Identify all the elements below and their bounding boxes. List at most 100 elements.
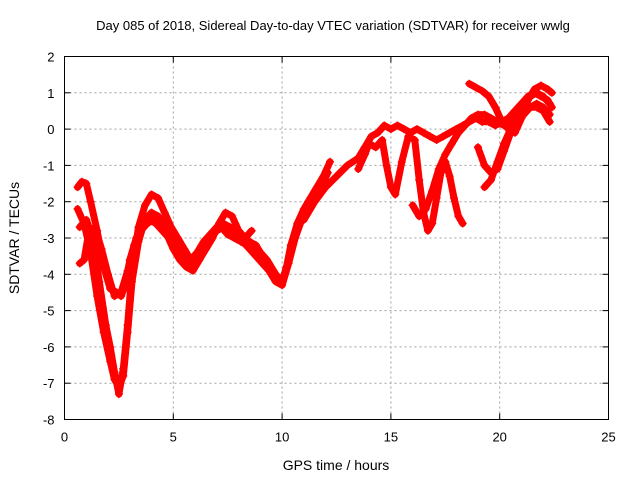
- data-point-marker: [426, 132, 435, 141]
- data-point-marker: [323, 168, 332, 177]
- data-point-marker: [123, 266, 132, 275]
- series-track-4: [75, 208, 256, 301]
- data-point-marker: [373, 128, 382, 137]
- data-point-marker: [432, 194, 441, 203]
- data-point-marker: [188, 266, 197, 275]
- data-point-marker: [545, 99, 554, 108]
- data-point-marker: [247, 226, 256, 235]
- data-point-marker: [123, 321, 132, 330]
- data-point-marker: [343, 161, 352, 170]
- data-point-marker: [208, 234, 217, 242]
- data-point-marker: [471, 83, 480, 92]
- data-point-marker: [75, 223, 84, 232]
- data-point-marker: [167, 223, 176, 232]
- data-point-marker: [310, 197, 319, 206]
- data-point-marker: [173, 234, 182, 242]
- axis-ticks: 0 5 10 15 20 25 -8 -7 -6 -5 -4 -3 -2 -1 0 1 2: [43, 50, 616, 445]
- data-point-marker: [539, 103, 548, 112]
- y-tick-label: 2: [47, 50, 54, 65]
- data-point-marker: [95, 277, 104, 286]
- series-track-9: [473, 88, 554, 177]
- data-point-marker: [445, 172, 454, 181]
- data-point-marker: [410, 135, 419, 144]
- data-point-marker: [486, 175, 495, 184]
- data-point-marker: [432, 135, 441, 144]
- series-line: [74, 169, 332, 391]
- data-point-marker: [106, 342, 115, 351]
- data-point-marker: [419, 128, 428, 137]
- data-point-marker: [428, 219, 437, 228]
- data-point-marker: [506, 125, 515, 134]
- y-tick-label: -5: [43, 304, 55, 319]
- data-point-marker: [460, 121, 469, 130]
- data-point-marker: [386, 125, 395, 134]
- data-point-marker: [214, 219, 223, 228]
- x-tick-label: 15: [384, 430, 398, 445]
- data-point-marker: [480, 110, 489, 119]
- data-point-marker: [545, 110, 554, 119]
- data-point-marker: [391, 190, 400, 199]
- data-series: [73, 79, 556, 399]
- data-point-marker: [371, 143, 380, 152]
- data-point-marker: [97, 244, 106, 253]
- y-tick-label: -6: [43, 340, 55, 355]
- data-point-marker: [325, 157, 334, 166]
- data-point-marker: [86, 197, 95, 206]
- data-point-marker: [143, 219, 152, 228]
- data-point-marker: [360, 150, 369, 159]
- data-point-marker: [119, 364, 128, 373]
- data-point-marker: [251, 241, 260, 250]
- data-point-marker: [258, 252, 267, 261]
- data-point-marker: [539, 92, 548, 101]
- data-point-marker: [382, 161, 391, 170]
- x-tick-label: 0: [61, 430, 68, 445]
- data-point-marker: [478, 86, 487, 95]
- data-point-marker: [545, 117, 554, 126]
- data-point-marker: [73, 183, 82, 192]
- data-point-marker: [543, 85, 552, 94]
- data-point-marker: [90, 223, 99, 232]
- data-point-marker: [439, 132, 448, 141]
- data-point-marker: [365, 139, 374, 148]
- data-point-marker: [399, 125, 408, 134]
- data-point-marker: [75, 259, 84, 268]
- y-axis-label: SDTVAR / TECUs: [6, 182, 22, 294]
- data-point-marker: [110, 292, 119, 301]
- data-point-marker: [491, 103, 500, 112]
- data-point-marker: [154, 194, 163, 203]
- data-point-marker: [354, 165, 363, 174]
- data-point-marker: [480, 161, 489, 170]
- data-point-marker: [434, 165, 443, 174]
- data-point-marker: [77, 177, 86, 186]
- data-point-marker: [84, 230, 93, 239]
- y-tick-label: 1: [47, 86, 54, 101]
- data-point-marker: [245, 237, 254, 246]
- series-line: [76, 209, 256, 300]
- series-track-6: [354, 132, 467, 235]
- data-point-marker: [386, 183, 395, 192]
- data-point-marker: [278, 277, 287, 286]
- data-point-marker: [234, 226, 243, 235]
- data-point-marker: [186, 255, 195, 264]
- data-point-marker: [467, 114, 476, 123]
- data-point-marker: [73, 204, 82, 213]
- data-point-marker: [454, 212, 463, 221]
- data-point-marker: [221, 208, 230, 217]
- data-point-marker: [408, 201, 417, 210]
- data-point-marker: [321, 183, 330, 192]
- data-point-marker: [447, 139, 456, 148]
- x-axis-label: GPS time / hours: [283, 457, 390, 473]
- data-point-marker: [473, 143, 482, 152]
- data-point-marker: [413, 125, 422, 134]
- data-point-marker: [397, 157, 406, 166]
- data-point-marker: [486, 114, 495, 123]
- data-point-marker: [147, 190, 156, 199]
- data-point-marker: [532, 99, 541, 108]
- data-point-marker: [423, 226, 432, 235]
- data-point-marker: [450, 194, 459, 203]
- data-point-marker: [225, 223, 234, 232]
- x-tick-label: 20: [492, 430, 506, 445]
- data-point-marker: [195, 255, 204, 264]
- data-point-marker: [415, 212, 424, 221]
- data-point-marker: [82, 215, 91, 224]
